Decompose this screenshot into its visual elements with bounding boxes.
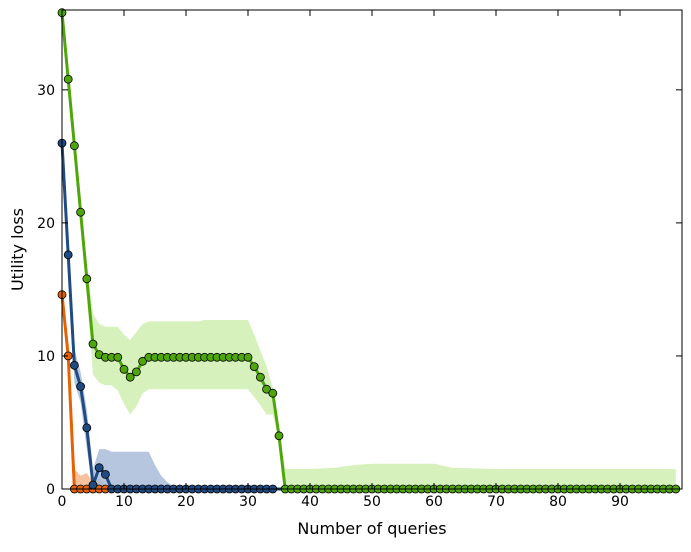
y-tick-label: 30: [37, 83, 55, 99]
data-point: [113, 352, 123, 362]
x-tick-label: 0: [58, 494, 67, 510]
data-point: [119, 364, 129, 374]
data-point: [243, 352, 253, 362]
data-point: [70, 360, 79, 370]
x-tick-label: 20: [177, 494, 195, 510]
data-point: [101, 469, 110, 479]
x-tick-label: 50: [363, 494, 381, 510]
plot-frame: [61, 9, 683, 490]
series-line-2: [60, 12, 676, 491]
band-2: [62, 12, 676, 489]
data-point: [262, 384, 272, 394]
x-tick-label: 30: [239, 494, 257, 510]
y-axis-label: Utility loss: [8, 208, 27, 291]
data-point: [274, 431, 284, 441]
x-tick-label: 40: [301, 494, 319, 510]
data-point: [82, 423, 92, 433]
data-point: [63, 74, 73, 84]
data-point: [249, 362, 259, 372]
series-lines: [60, 12, 676, 491]
data-point: [138, 356, 148, 366]
y-tick-label: 20: [37, 216, 55, 232]
data-point: [88, 339, 98, 349]
x-tick-label: 80: [549, 494, 567, 510]
data-point: [94, 463, 104, 473]
axis-ticks: 0 10 20 30 40 50 60 70 80 90 0 10 20 30: [37, 10, 682, 510]
data-point: [268, 388, 278, 398]
data-point: [70, 141, 79, 151]
y-tick-label: 0: [46, 482, 55, 498]
data-point: [131, 367, 141, 377]
data-point: [76, 382, 85, 391]
x-tick-label: 60: [425, 494, 443, 510]
data-point: [125, 372, 135, 382]
x-axis-label: Number of queries: [297, 519, 446, 538]
data-point: [88, 480, 98, 490]
y-tick-label: 10: [37, 349, 55, 365]
x-tick-label: 70: [487, 494, 505, 510]
data-point: [76, 207, 85, 217]
x-tick-label: 90: [611, 494, 629, 510]
data-point: [82, 274, 92, 284]
series-markers: [57, 8, 681, 494]
series-line-1: [60, 143, 676, 491]
confidence-bands: [62, 12, 676, 489]
data-point: [255, 372, 265, 382]
band-1: [62, 143, 676, 489]
x-tick-label: 10: [115, 494, 133, 510]
data-point: [63, 250, 73, 260]
